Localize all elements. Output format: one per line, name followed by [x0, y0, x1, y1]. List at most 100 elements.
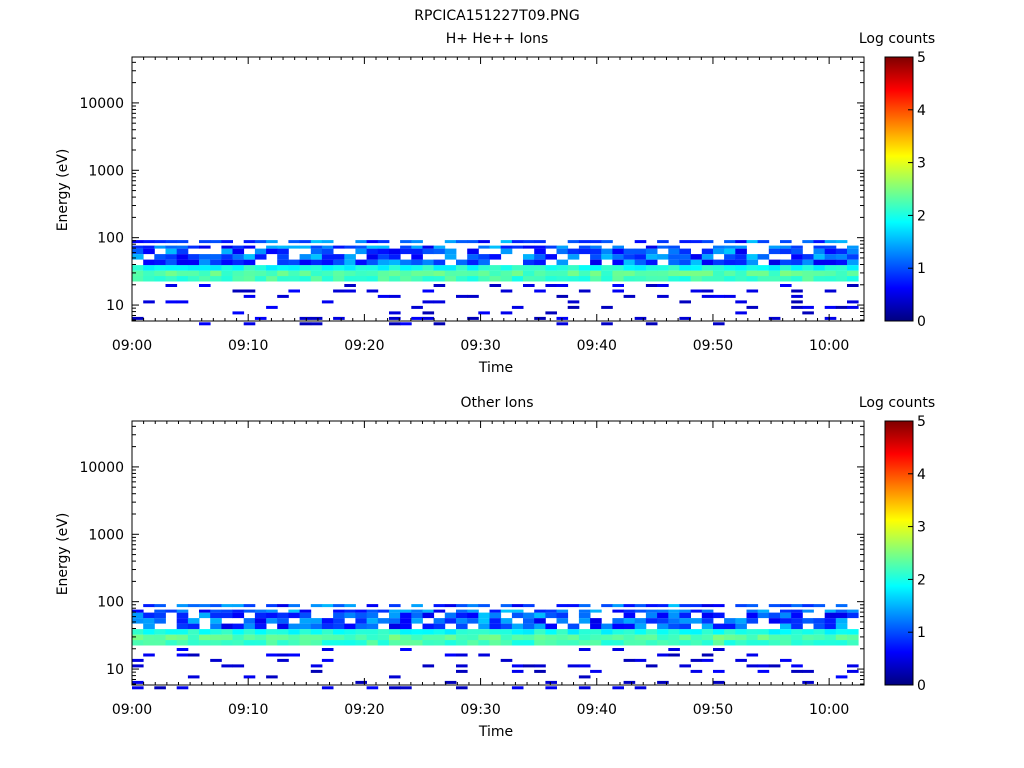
spectrogram-cell — [143, 629, 155, 635]
spectrogram-cell — [735, 658, 747, 662]
spectrogram-cell — [735, 248, 747, 255]
spectrogram-cell — [210, 259, 222, 266]
spectrogram-cell — [780, 634, 792, 641]
spectrogram-cell — [511, 245, 524, 249]
spectrogram-cell — [132, 254, 144, 260]
spectrogram-cell — [679, 316, 691, 320]
spectrogram-cell — [780, 629, 792, 635]
spectrogram-cell — [221, 276, 233, 282]
spectrogram-cell — [768, 276, 781, 282]
spectrogram-cell — [422, 623, 435, 630]
spectrogram-cell — [176, 634, 189, 641]
spectrogram-cell — [176, 270, 189, 277]
spectrogram-cell — [232, 640, 245, 646]
spectrogram-cell — [221, 609, 233, 613]
spectrogram-cell — [612, 265, 624, 271]
spectrogram-cell — [511, 240, 524, 244]
spectrogram-cell — [813, 634, 826, 641]
spectrogram-cell — [534, 629, 546, 635]
spectrogram-cell — [802, 604, 814, 608]
spectrogram-cell — [757, 270, 770, 277]
spectrogram-cell — [199, 604, 211, 608]
spectrogram-cell — [221, 640, 233, 646]
spectrogram-cell — [389, 270, 401, 277]
spectrogram-cell — [724, 265, 736, 271]
spectrogram-cell — [456, 276, 468, 282]
spectrogram-cell — [657, 634, 669, 641]
spectrogram-cell — [780, 658, 792, 662]
spectrogram-cell — [344, 270, 356, 277]
spectrogram-cell — [433, 322, 446, 326]
spectrogram-cell — [254, 276, 267, 282]
spectrogram-cell — [199, 265, 211, 271]
spectrogram-cell — [210, 640, 222, 646]
spectrogram-cell — [690, 640, 703, 646]
spectrogram-cell — [668, 653, 680, 657]
spectrogram-cell — [377, 270, 390, 277]
spectrogram-cell — [232, 248, 245, 255]
spectrogram-cell — [791, 664, 803, 668]
spectrogram-cell — [701, 629, 714, 635]
spectrogram-cell — [489, 623, 502, 630]
spectrogram-cell — [288, 612, 300, 619]
spectrogram-cell — [612, 634, 624, 641]
spectrogram-cell — [444, 653, 457, 657]
spectrogram-cell — [835, 640, 848, 646]
spectrogram-cell — [713, 623, 725, 630]
spectrogram-cell — [746, 609, 759, 613]
spectrogram-cell — [556, 634, 569, 641]
spectrogram-cell — [333, 623, 345, 630]
spectrogram-cell — [389, 634, 401, 641]
spectrogram-cell — [500, 240, 513, 244]
spectrogram-cell — [344, 284, 356, 287]
spectrogram-cell — [791, 248, 803, 255]
spectrogram-cell — [590, 640, 602, 646]
spectrogram-cell — [411, 634, 423, 641]
spectrogram-cell — [701, 276, 714, 282]
spectrogram-cell — [143, 248, 155, 255]
spectrogram-cell — [366, 609, 379, 613]
spectrogram-cell — [333, 276, 345, 282]
spectrogram-cell — [690, 669, 703, 673]
spectrogram-cell — [813, 623, 826, 630]
spectrogram-cell — [601, 240, 613, 244]
spectrogram-cell — [623, 265, 636, 271]
spectrogram-cell — [165, 640, 178, 646]
spectrogram-cell — [735, 604, 747, 608]
spectrogram-cell — [847, 276, 859, 282]
spectrogram-cell — [444, 634, 457, 641]
spectrogram-cell — [679, 609, 691, 613]
spectrogram-cell — [567, 629, 580, 635]
spectrogram-cell — [578, 248, 591, 255]
spectrogram-cell — [668, 276, 680, 282]
spectrogram-cell — [724, 248, 736, 255]
spectrogram-cell — [634, 316, 647, 320]
spectrogram-cell — [221, 604, 233, 608]
spectrogram-cell — [344, 640, 356, 646]
spectrogram-cell — [623, 640, 636, 646]
spectrogram-cell — [221, 265, 233, 271]
spectrogram-cell — [355, 276, 367, 282]
spectrogram-cell — [679, 248, 691, 255]
colorbar-gradient — [884, 56, 914, 322]
spectrogram-cell — [511, 640, 524, 646]
spectrogram-cell — [713, 245, 725, 249]
spectrogram-cell — [590, 265, 602, 271]
spectrogram-cell — [746, 305, 759, 309]
spectrogram-cell — [623, 294, 636, 298]
spectrogram-cell — [389, 640, 401, 646]
spectrogram-cell — [713, 640, 725, 646]
spectrogram-cell — [444, 612, 457, 619]
spectrogram-cell — [277, 640, 289, 646]
spectrogram-cell — [310, 270, 323, 277]
spectrogram-cell — [411, 248, 423, 255]
spectrogram-cell — [199, 609, 211, 613]
spectrogram-cell — [623, 618, 636, 624]
spectrogram-cell — [456, 623, 468, 630]
spectrogram-cell — [389, 254, 401, 260]
spectrogram-cell — [567, 248, 580, 255]
spectrogram-cell — [467, 609, 479, 613]
spectrogram-cell — [232, 612, 245, 619]
spectrogram-cell — [277, 658, 289, 662]
spectrogram-cell — [132, 634, 144, 641]
